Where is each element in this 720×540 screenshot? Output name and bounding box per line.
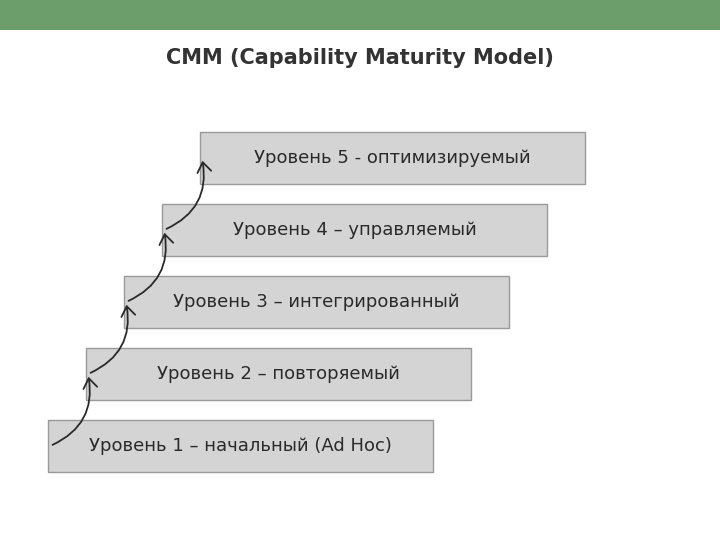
Text: Уровень 5 - оптимизируемый: Уровень 5 - оптимизируемый [254, 149, 531, 167]
FancyArrowPatch shape [91, 306, 135, 373]
Bar [0, 0, 720, 30]
Text: Уровень 3 – интегрированный: Уровень 3 – интегрированный [174, 293, 460, 311]
FancyBboxPatch shape [86, 348, 471, 400]
Text: СММ (Capability Maturity Model): СММ (Capability Maturity Model) [166, 48, 554, 68]
Text: Уровень 1 – начальный (Ad Hoc): Уровень 1 – начальный (Ad Hoc) [89, 437, 392, 455]
FancyArrowPatch shape [53, 378, 97, 445]
FancyArrowPatch shape [129, 234, 174, 301]
FancyBboxPatch shape [162, 204, 547, 256]
FancyBboxPatch shape [200, 132, 585, 184]
FancyArrowPatch shape [166, 162, 211, 229]
Text: Уровень 4 – управляемый: Уровень 4 – управляемый [233, 221, 477, 239]
FancyBboxPatch shape [124, 276, 509, 328]
Text: Уровень 2 – повторяемый: Уровень 2 – повторяемый [157, 365, 400, 383]
FancyBboxPatch shape [48, 420, 433, 472]
